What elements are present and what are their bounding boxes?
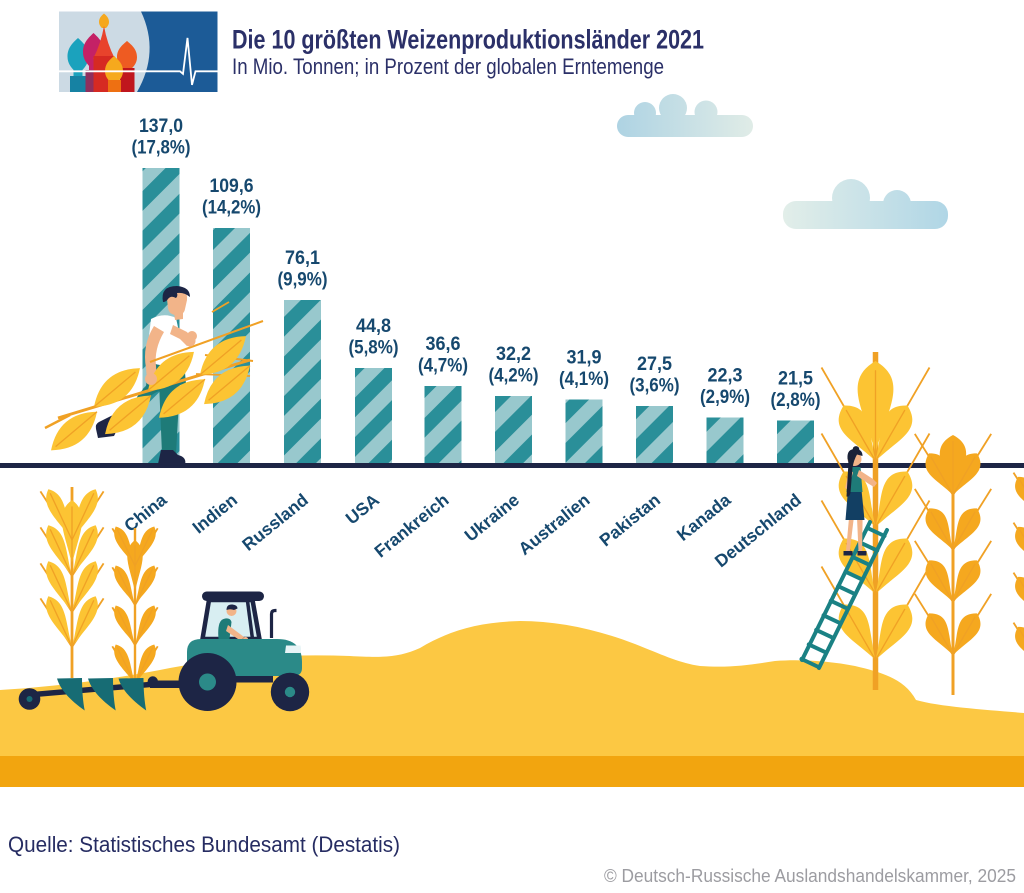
svg-text:(2,9%): (2,9%) — [700, 387, 750, 408]
svg-text:(4,7%): (4,7%) — [418, 356, 468, 377]
svg-text:27,5: 27,5 — [637, 354, 672, 375]
svg-text:21,5: 21,5 — [778, 369, 813, 390]
svg-text:Die 10 größten Weizenproduktio: Die 10 größten Weizenproduktionsländer 2… — [232, 25, 704, 55]
svg-text:(2,8%): (2,8%) — [771, 390, 821, 411]
svg-text:(5,8%): (5,8%) — [349, 338, 399, 359]
svg-text:(3,6%): (3,6%) — [630, 376, 680, 397]
svg-text:© Deutsch-Russische Auslandsha: © Deutsch-Russische Auslandshandelskamme… — [604, 865, 1016, 886]
svg-text:76,1: 76,1 — [285, 248, 320, 269]
svg-text:(14,2%): (14,2%) — [202, 198, 261, 219]
svg-text:In Mio. Tonnen; in Prozent der: In Mio. Tonnen; in Prozent der globalen … — [232, 54, 664, 79]
svg-text:109,6: 109,6 — [210, 176, 254, 197]
svg-text:44,8: 44,8 — [356, 316, 391, 337]
svg-text:(4,1%): (4,1%) — [559, 369, 609, 390]
svg-text:22,3: 22,3 — [708, 366, 743, 387]
svg-text:31,9: 31,9 — [567, 348, 602, 369]
svg-text:137,0: 137,0 — [139, 116, 183, 137]
svg-text:(9,9%): (9,9%) — [278, 270, 328, 291]
svg-text:36,6: 36,6 — [426, 334, 461, 355]
svg-text:32,2: 32,2 — [496, 344, 531, 365]
svg-text:(4,2%): (4,2%) — [489, 366, 539, 387]
svg-text:Quelle: Statistisches Bundesam: Quelle: Statistisches Bundesamt (Destati… — [8, 832, 400, 857]
svg-text:(17,8%): (17,8%) — [132, 138, 191, 159]
